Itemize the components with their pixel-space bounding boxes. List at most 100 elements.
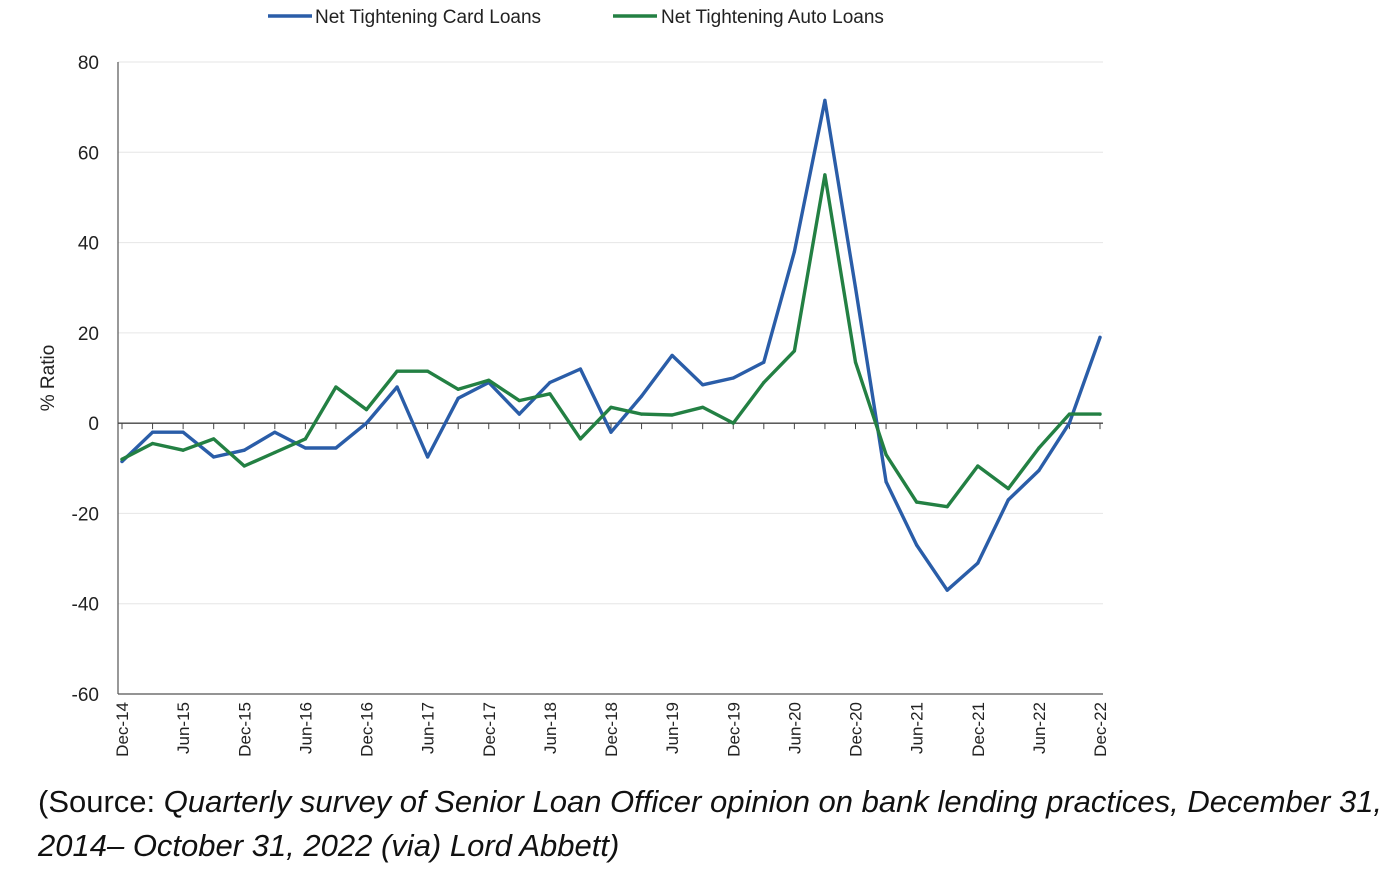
data-point [273, 450, 277, 455]
x-tick-label: Jun-18 [541, 702, 560, 754]
data-point [976, 464, 980, 468]
data-point [853, 286, 858, 290]
data-point [456, 396, 460, 400]
y-tick-label: 60 [78, 143, 99, 164]
x-tick-label: Dec-16 [358, 702, 377, 757]
legend-label-0: Net Tightening Card Loans [315, 7, 541, 28]
data-point [242, 464, 246, 468]
x-tick-label: Dec-20 [847, 702, 866, 757]
line-chart: 80 60 40 20 0 -20 -40 -60 Dec-14 Jun-15 Dec-15 Jun… [38, 7, 1110, 757]
y-tick-label: -40 [72, 595, 99, 616]
data-point [1006, 498, 1010, 502]
data-point [639, 394, 644, 398]
x-tick-label: Dec-15 [235, 702, 254, 757]
data-point [578, 437, 583, 441]
x-tick-label: Dec-22 [1091, 702, 1110, 757]
data-point [426, 455, 430, 459]
data-point [1037, 446, 1041, 450]
data-point [945, 505, 949, 509]
data-point [181, 430, 185, 434]
y-tick-label: -60 [72, 685, 99, 706]
data-point [212, 437, 216, 441]
data-point [120, 457, 124, 461]
data-point [670, 353, 674, 358]
data-point [273, 430, 277, 434]
data-point [670, 413, 674, 417]
data-point [548, 392, 552, 396]
x-tick-label: Dec-14 [113, 702, 132, 757]
data-point [884, 480, 888, 484]
data-point [1067, 421, 1072, 425]
data-point [823, 173, 827, 177]
legend: Net Tightening Card Loans Net Tightening … [268, 7, 884, 28]
x-tick-label: Jun-16 [296, 702, 315, 754]
series-lines [120, 98, 1102, 592]
legend-label-1: Net Tightening Auto Loans [661, 7, 884, 28]
y-tick-labels: 80 60 40 20 0 -20 -40 -60 [72, 53, 99, 706]
y-tick-label: 20 [78, 324, 99, 345]
x-tick-label: Jun-21 [908, 702, 927, 754]
data-point [181, 448, 185, 452]
source-note: (Source: Quarterly survey of Senior Loan… [38, 780, 1388, 868]
data-point [517, 398, 521, 403]
data-point [792, 349, 796, 353]
data-point [578, 367, 583, 371]
data-point [1098, 412, 1102, 416]
x-tick-label: Jun-17 [419, 702, 438, 754]
data-point [1006, 487, 1010, 491]
y-axis-title: % Ratio [38, 345, 59, 412]
data-point [426, 369, 430, 373]
x-tick-label: Dec-21 [969, 702, 988, 757]
data-point [395, 369, 399, 373]
x-tick-label: Jun-22 [1030, 702, 1049, 754]
data-point [915, 543, 919, 547]
data-point [853, 360, 858, 364]
x-tick-label: Dec-19 [724, 702, 743, 757]
x-tick-label: Jun-15 [174, 702, 193, 754]
data-point [1067, 412, 1072, 416]
series-line-1 [120, 173, 1102, 509]
x-tick-label: Dec-17 [480, 702, 499, 757]
data-point [150, 441, 155, 446]
source-prefix: (Source: [38, 784, 164, 819]
x-tick-label: Jun-19 [663, 702, 682, 754]
data-point [1037, 468, 1041, 473]
data-point [701, 383, 705, 387]
data-point [364, 421, 369, 425]
data-point [731, 421, 735, 425]
source-text: Quarterly survey of Senior Loan Officer … [38, 784, 1383, 863]
data-point [303, 446, 307, 450]
y-tick-label: -20 [72, 504, 99, 525]
data-point [1098, 335, 1102, 339]
data-point [303, 437, 307, 441]
axes [117, 62, 1103, 695]
data-point [150, 430, 155, 434]
data-point [395, 385, 399, 389]
data-point [945, 588, 949, 592]
data-point [976, 561, 980, 565]
data-point [548, 380, 552, 385]
data-point [823, 98, 827, 102]
data-point [731, 376, 735, 380]
data-point [884, 453, 888, 457]
data-point [487, 378, 491, 382]
data-point [334, 385, 338, 389]
data-point [792, 250, 796, 254]
y-tick-label: 0 [88, 414, 99, 435]
data-point [762, 360, 766, 364]
data-point [212, 455, 216, 459]
data-point [609, 405, 613, 409]
x-tick-label: Jun-20 [785, 702, 804, 754]
data-point [762, 380, 766, 385]
data-point [456, 387, 460, 391]
data-point [517, 412, 521, 416]
data-point [915, 500, 919, 504]
data-point [242, 448, 246, 452]
x-tick-label: Dec-18 [602, 702, 621, 757]
gridlines [118, 61, 1103, 605]
data-point [334, 446, 338, 450]
y-tick-label: 80 [78, 53, 99, 74]
series-line-0 [120, 98, 1102, 592]
data-point [701, 405, 705, 409]
data-point [609, 430, 613, 434]
